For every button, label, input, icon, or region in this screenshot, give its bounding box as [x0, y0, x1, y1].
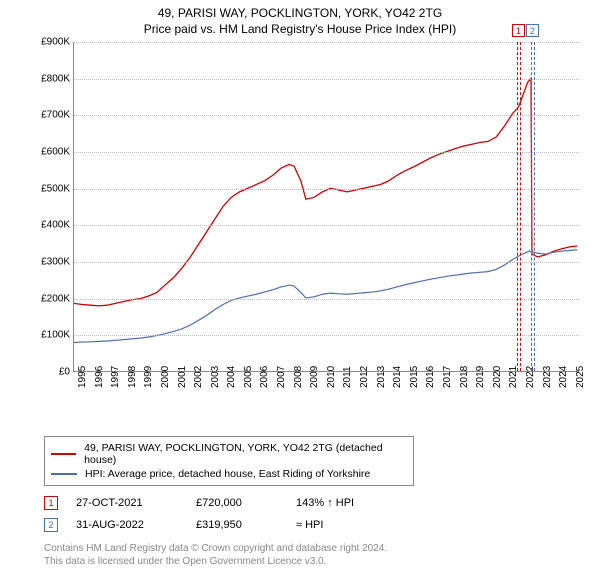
- x-tick-label: 2011: [342, 366, 353, 388]
- sale-band-marker: 1: [512, 24, 525, 37]
- footer-line: This data is licensed under the Open Gov…: [44, 555, 600, 568]
- chart-area: £0 £100K £200K £300K £400K £500K £600K £700K £80…: [35, 42, 595, 402]
- y-tick-label: £900K: [34, 37, 70, 48]
- x-tick-label: 2023: [542, 366, 553, 388]
- x-tick-label: 1997: [110, 366, 121, 388]
- x-tick-label: 2005: [243, 366, 254, 388]
- x-tick-label: 2003: [210, 366, 221, 388]
- y-tick-label: £800K: [34, 73, 70, 84]
- sale-pct: 143% ↑ HPI: [296, 497, 416, 509]
- sale-price: £319,950: [196, 519, 296, 531]
- x-tick-label: 2007: [276, 366, 287, 388]
- gridline: [74, 79, 579, 80]
- gridline: [74, 335, 579, 336]
- x-tick-label: 2009: [309, 366, 320, 388]
- gridline: [74, 299, 579, 300]
- x-tick-label: 2020: [492, 366, 503, 388]
- chart-title-2: Price paid vs. HM Land Registry's House …: [0, 22, 600, 36]
- sale-band: [517, 42, 521, 371]
- gridline: [74, 42, 579, 43]
- x-tick-label: 1999: [143, 366, 154, 388]
- sale-date: 27-OCT-2021: [76, 497, 196, 509]
- sale-price: £720,000: [196, 497, 296, 509]
- y-tick-label: £400K: [34, 220, 70, 231]
- x-tick-label: 2013: [376, 366, 387, 388]
- series-line: [74, 79, 577, 306]
- footer: Contains HM Land Registry data © Crown c…: [44, 542, 600, 568]
- plot-region: £0£100K£200K£300K£400K£500K£600K£700K£80…: [73, 42, 579, 372]
- y-tick-label: £200K: [34, 293, 70, 304]
- sale-row: 2 31-AUG-2022 £319,950 ≈ HPI: [44, 514, 600, 536]
- x-tick-label: 1998: [127, 366, 138, 388]
- y-tick-label: £300K: [34, 257, 70, 268]
- x-tick-label: 2001: [177, 366, 188, 388]
- legend-item: 49, PARISI WAY, POCKLINGTON, YORK, YO42 …: [51, 441, 407, 467]
- x-tick-label: 2004: [226, 366, 237, 388]
- y-tick-label: £0: [34, 367, 70, 378]
- sale-marker: 1: [44, 496, 58, 510]
- chart-container: 49, PARISI WAY, POCKLINGTON, YORK, YO42 …: [0, 0, 600, 560]
- x-tick-label: 2014: [392, 366, 403, 388]
- x-tick-label: 2008: [293, 366, 304, 388]
- sale-band-marker: 2: [526, 24, 539, 37]
- chart-title-1: 49, PARISI WAY, POCKLINGTON, YORK, YO42 …: [0, 6, 600, 20]
- x-tick-label: 1996: [94, 366, 105, 388]
- x-tick-label: 2010: [326, 366, 337, 388]
- x-tick-label: 2024: [558, 366, 569, 388]
- sale-pct: ≈ HPI: [296, 519, 416, 531]
- legend-swatch: [51, 453, 76, 455]
- legend: 49, PARISI WAY, POCKLINGTON, YORK, YO42 …: [44, 436, 414, 486]
- sale-date: 31-AUG-2022: [76, 519, 196, 531]
- line-svg: [74, 42, 579, 371]
- x-tick-label: 2017: [442, 366, 453, 388]
- footer-line: Contains HM Land Registry data © Crown c…: [44, 542, 600, 555]
- x-tick-label: 1995: [77, 366, 88, 388]
- title-block: 49, PARISI WAY, POCKLINGTON, YORK, YO42 …: [0, 0, 600, 38]
- y-tick-label: £500K: [34, 183, 70, 194]
- x-tick-label: 2016: [425, 366, 436, 388]
- legend-label: HPI: Average price, detached house, East…: [85, 468, 370, 480]
- y-tick-label: £700K: [34, 110, 70, 121]
- x-tick-label: 2019: [475, 366, 486, 388]
- x-tick-label: 2015: [409, 366, 420, 388]
- sale-band: [531, 42, 535, 371]
- y-tick-label: £600K: [34, 147, 70, 158]
- legend-swatch: [51, 473, 77, 475]
- gridline: [74, 115, 579, 116]
- x-tick-label: 2012: [359, 366, 370, 388]
- x-tick-label: 2018: [459, 366, 470, 388]
- x-tick-label: 2025: [575, 366, 586, 388]
- legend-item: HPI: Average price, detached house, East…: [51, 467, 407, 481]
- x-tick-label: 2002: [193, 366, 204, 388]
- sale-marker: 2: [44, 518, 58, 532]
- x-tick-label: 2006: [259, 366, 270, 388]
- gridline: [74, 189, 579, 190]
- x-tick-label: 2000: [160, 366, 171, 388]
- sale-row: 1 27-OCT-2021 £720,000 143% ↑ HPI: [44, 492, 600, 514]
- gridline: [74, 225, 579, 226]
- y-tick-label: £100K: [34, 330, 70, 341]
- sales-block: 1 27-OCT-2021 £720,000 143% ↑ HPI 2 31-A…: [44, 492, 600, 536]
- gridline: [74, 262, 579, 263]
- legend-label: 49, PARISI WAY, POCKLINGTON, YORK, YO42 …: [84, 442, 407, 466]
- gridline: [74, 152, 579, 153]
